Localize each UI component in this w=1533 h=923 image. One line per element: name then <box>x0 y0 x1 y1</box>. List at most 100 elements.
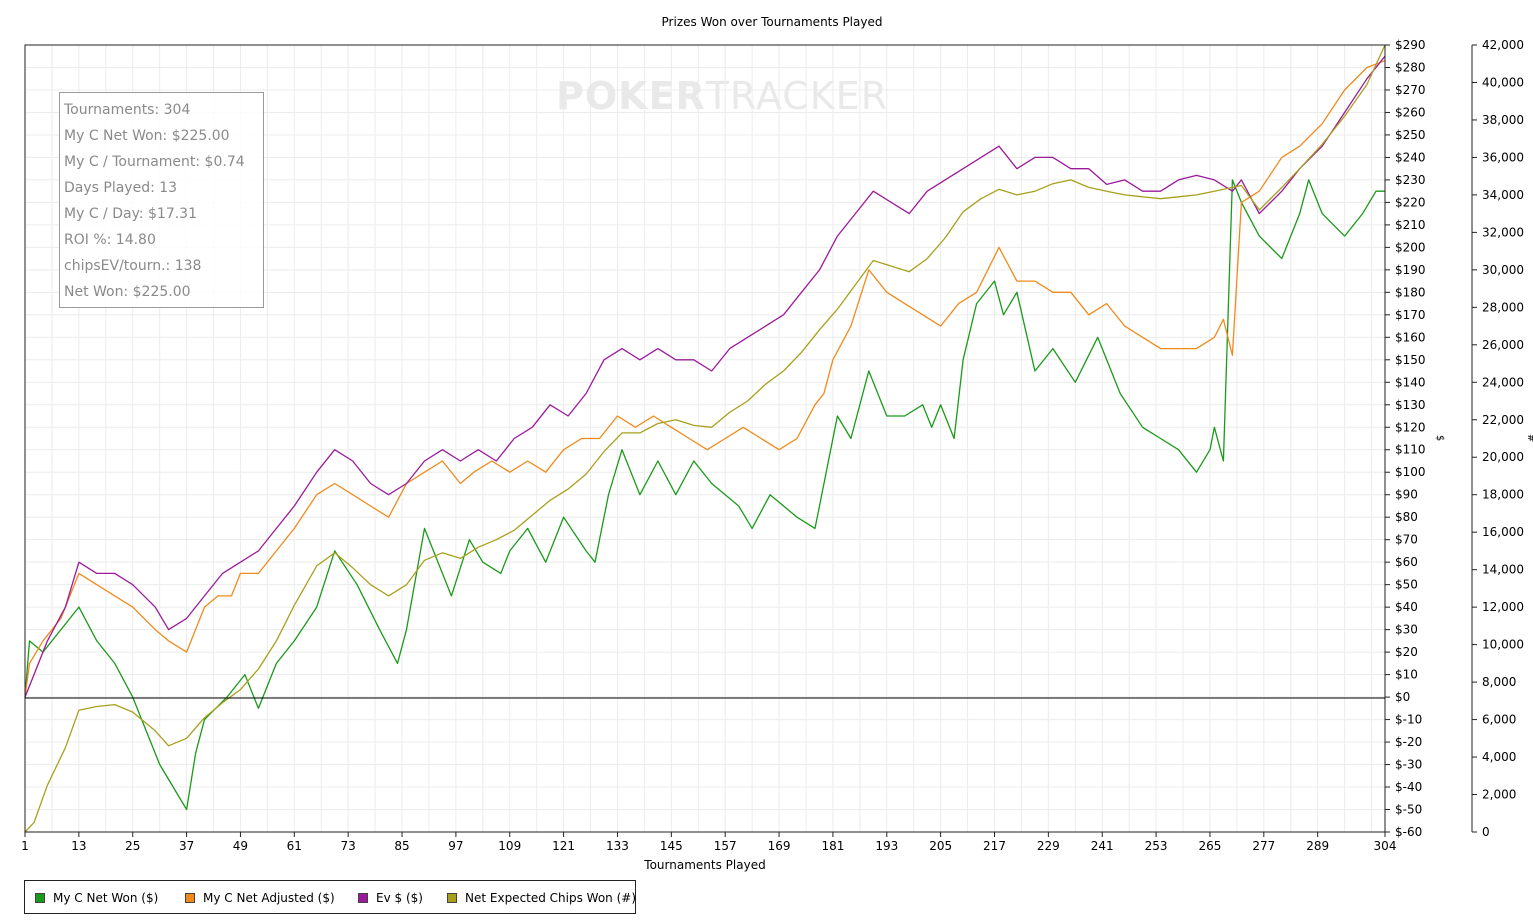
y2-tick-label: 20,000 <box>1482 450 1524 464</box>
stats-box: Tournaments: 304 My C Net Won: $225.00 M… <box>59 92 264 308</box>
legend-label: My C Net Adjusted ($) <box>203 891 335 905</box>
x-tick-label: 1 <box>21 839 29 853</box>
y2-tick-label: 38,000 <box>1482 113 1524 127</box>
y2-tick-label: 16,000 <box>1482 525 1524 539</box>
chart-legend: My C Net Won ($) My C Net Adjusted ($) E… <box>24 880 636 914</box>
y2-tick-label: 26,000 <box>1482 338 1524 352</box>
x-axis-label: Tournaments Played <box>643 858 765 872</box>
y-tick-label: $130 <box>1395 398 1426 412</box>
y-tick-label: $-30 <box>1395 758 1422 772</box>
y-tick-label: $180 <box>1395 285 1426 299</box>
x-tick-label: 289 <box>1306 839 1329 853</box>
y2-tick-label: 8,000 <box>1482 675 1516 689</box>
y-tick-label: $230 <box>1395 173 1426 187</box>
x-tick-label: 121 <box>552 839 575 853</box>
y-tick-label: $270 <box>1395 83 1426 97</box>
legend-swatch <box>185 893 195 903</box>
y2-tick-label: 24,000 <box>1482 375 1524 389</box>
stat-net-won: My C Net Won: $225.00 <box>64 128 230 144</box>
y-tick-label: $10 <box>1395 668 1418 682</box>
chart-title: Prizes Won over Tournaments Played <box>662 15 883 29</box>
y-axis-ticks: $-60 $-50 $-40 $-30 $-20 $-10 $0 $10 $20 $30 $40 $5… <box>1385 38 1426 839</box>
y-tick-label: $240 <box>1395 150 1426 164</box>
y-tick-label: $30 <box>1395 623 1418 637</box>
x-tick-label: 181 <box>821 839 844 853</box>
x-tick-label: 97 <box>448 839 463 853</box>
x-tick-label: 37 <box>179 839 194 853</box>
x-tick-label: 73 <box>341 839 356 853</box>
pokertracker-watermark: POKERTRACKER <box>556 74 888 118</box>
y-tick-label: $60 <box>1395 555 1418 569</box>
stat-per-tournament: My C / Tournament: $0.74 <box>64 154 245 170</box>
x-tick-label: 253 <box>1145 839 1168 853</box>
y-tick-label: $-20 <box>1395 735 1422 749</box>
y-tick-label: $110 <box>1395 443 1426 457</box>
y-axis-label: $ <box>1434 435 1445 441</box>
legend-item-ev[interactable]: Ev $ ($) <box>358 890 423 906</box>
y-tick-label: $220 <box>1395 195 1426 209</box>
y2-tick-label: 30,000 <box>1482 263 1524 277</box>
y2-tick-label: 42,000 <box>1482 38 1524 52</box>
y2-tick-label: 0 <box>1482 825 1490 839</box>
x-tick-label: 25 <box>125 839 140 853</box>
y-tick-label: $250 <box>1395 128 1426 142</box>
y2-tick-label: 28,000 <box>1482 300 1524 314</box>
x-tick-label: 277 <box>1252 839 1275 853</box>
plot-frame <box>24 44 1386 833</box>
series-line-my-c-net-won <box>24 179 1385 811</box>
series-line-ev <box>24 55 1386 698</box>
legend-item-expected-chips[interactable]: Net Expected Chips Won (#) <box>447 890 636 906</box>
series-lines <box>24 44 1386 833</box>
y2-tick-label: 34,000 <box>1482 188 1524 202</box>
y-tick-label: $70 <box>1395 533 1418 547</box>
x-tick-label: 241 <box>1091 839 1114 853</box>
legend-item-net-adjusted[interactable]: My C Net Adjusted ($) <box>185 890 335 906</box>
legend-swatch <box>358 893 368 903</box>
y-tick-label: $210 <box>1395 218 1426 232</box>
watermark-part2: TRACKER <box>705 74 889 118</box>
y2-tick-label: 2,000 <box>1482 788 1516 802</box>
y2-tick-label: 32,000 <box>1482 225 1524 239</box>
x-tick-label: 13 <box>71 839 86 853</box>
stat-tournaments: Tournaments: 304 <box>64 102 191 118</box>
x-tick-label: 49 <box>233 839 248 853</box>
y-tick-label: $80 <box>1395 510 1418 524</box>
legend-swatch <box>447 893 457 903</box>
x-tick-label: 169 <box>768 839 791 853</box>
y-tick-label: $-60 <box>1395 825 1422 839</box>
y2-tick-label: 22,000 <box>1482 413 1524 427</box>
legend-item-net-won[interactable]: My C Net Won ($) <box>35 890 158 906</box>
x-axis-ticks: 1 13 25 37 49 61 73 85 97 109 121 133 145 157 169 181 19… <box>21 832 1396 853</box>
y-tick-label: $90 <box>1395 488 1418 502</box>
legend-label: Ev $ ($) <box>376 891 423 905</box>
watermark-part1: POKER <box>556 74 706 118</box>
x-tick-label: 85 <box>394 839 409 853</box>
y-tick-label: $20 <box>1395 645 1418 659</box>
y-tick-label: $100 <box>1395 465 1426 479</box>
y-tick-label: $170 <box>1395 308 1426 322</box>
y-tick-label: $160 <box>1395 330 1426 344</box>
x-tick-label: 217 <box>983 839 1006 853</box>
legend-label: My C Net Won ($) <box>53 891 159 905</box>
y2-tick-label: 4,000 <box>1482 750 1516 764</box>
y-tick-label: $120 <box>1395 420 1426 434</box>
stat-per-day: My C / Day: $17.31 <box>64 206 197 222</box>
y-tick-label: $140 <box>1395 375 1426 389</box>
y2-axis-label: # <box>1525 434 1533 442</box>
series-line-my-c-net-adjusted <box>24 60 1386 698</box>
x-tick-label: 265 <box>1198 839 1221 853</box>
stat-net-won-total: Net Won: $225.00 <box>64 284 191 300</box>
legend-label: Net Expected Chips Won (#) <box>465 891 637 905</box>
y-tick-label: $150 <box>1395 353 1426 367</box>
x-tick-label: 133 <box>606 839 629 853</box>
y2-tick-label: 40,000 <box>1482 75 1524 89</box>
y2-axis-ticks: 0 2,000 4,000 6,000 8,000 10,000 12,000 14,000 1… <box>1472 38 1524 839</box>
stat-days-played: Days Played: 13 <box>64 180 178 196</box>
y2-tick-label: 36,000 <box>1482 150 1524 164</box>
x-tick-label: 145 <box>660 839 683 853</box>
y-tick-label: $-10 <box>1395 713 1422 727</box>
y-tick-label: $290 <box>1395 38 1426 52</box>
stat-chips-ev: chipsEV/tourn.: 138 <box>64 258 202 274</box>
y-tick-label: $280 <box>1395 60 1426 74</box>
x-tick-label: 205 <box>929 839 952 853</box>
